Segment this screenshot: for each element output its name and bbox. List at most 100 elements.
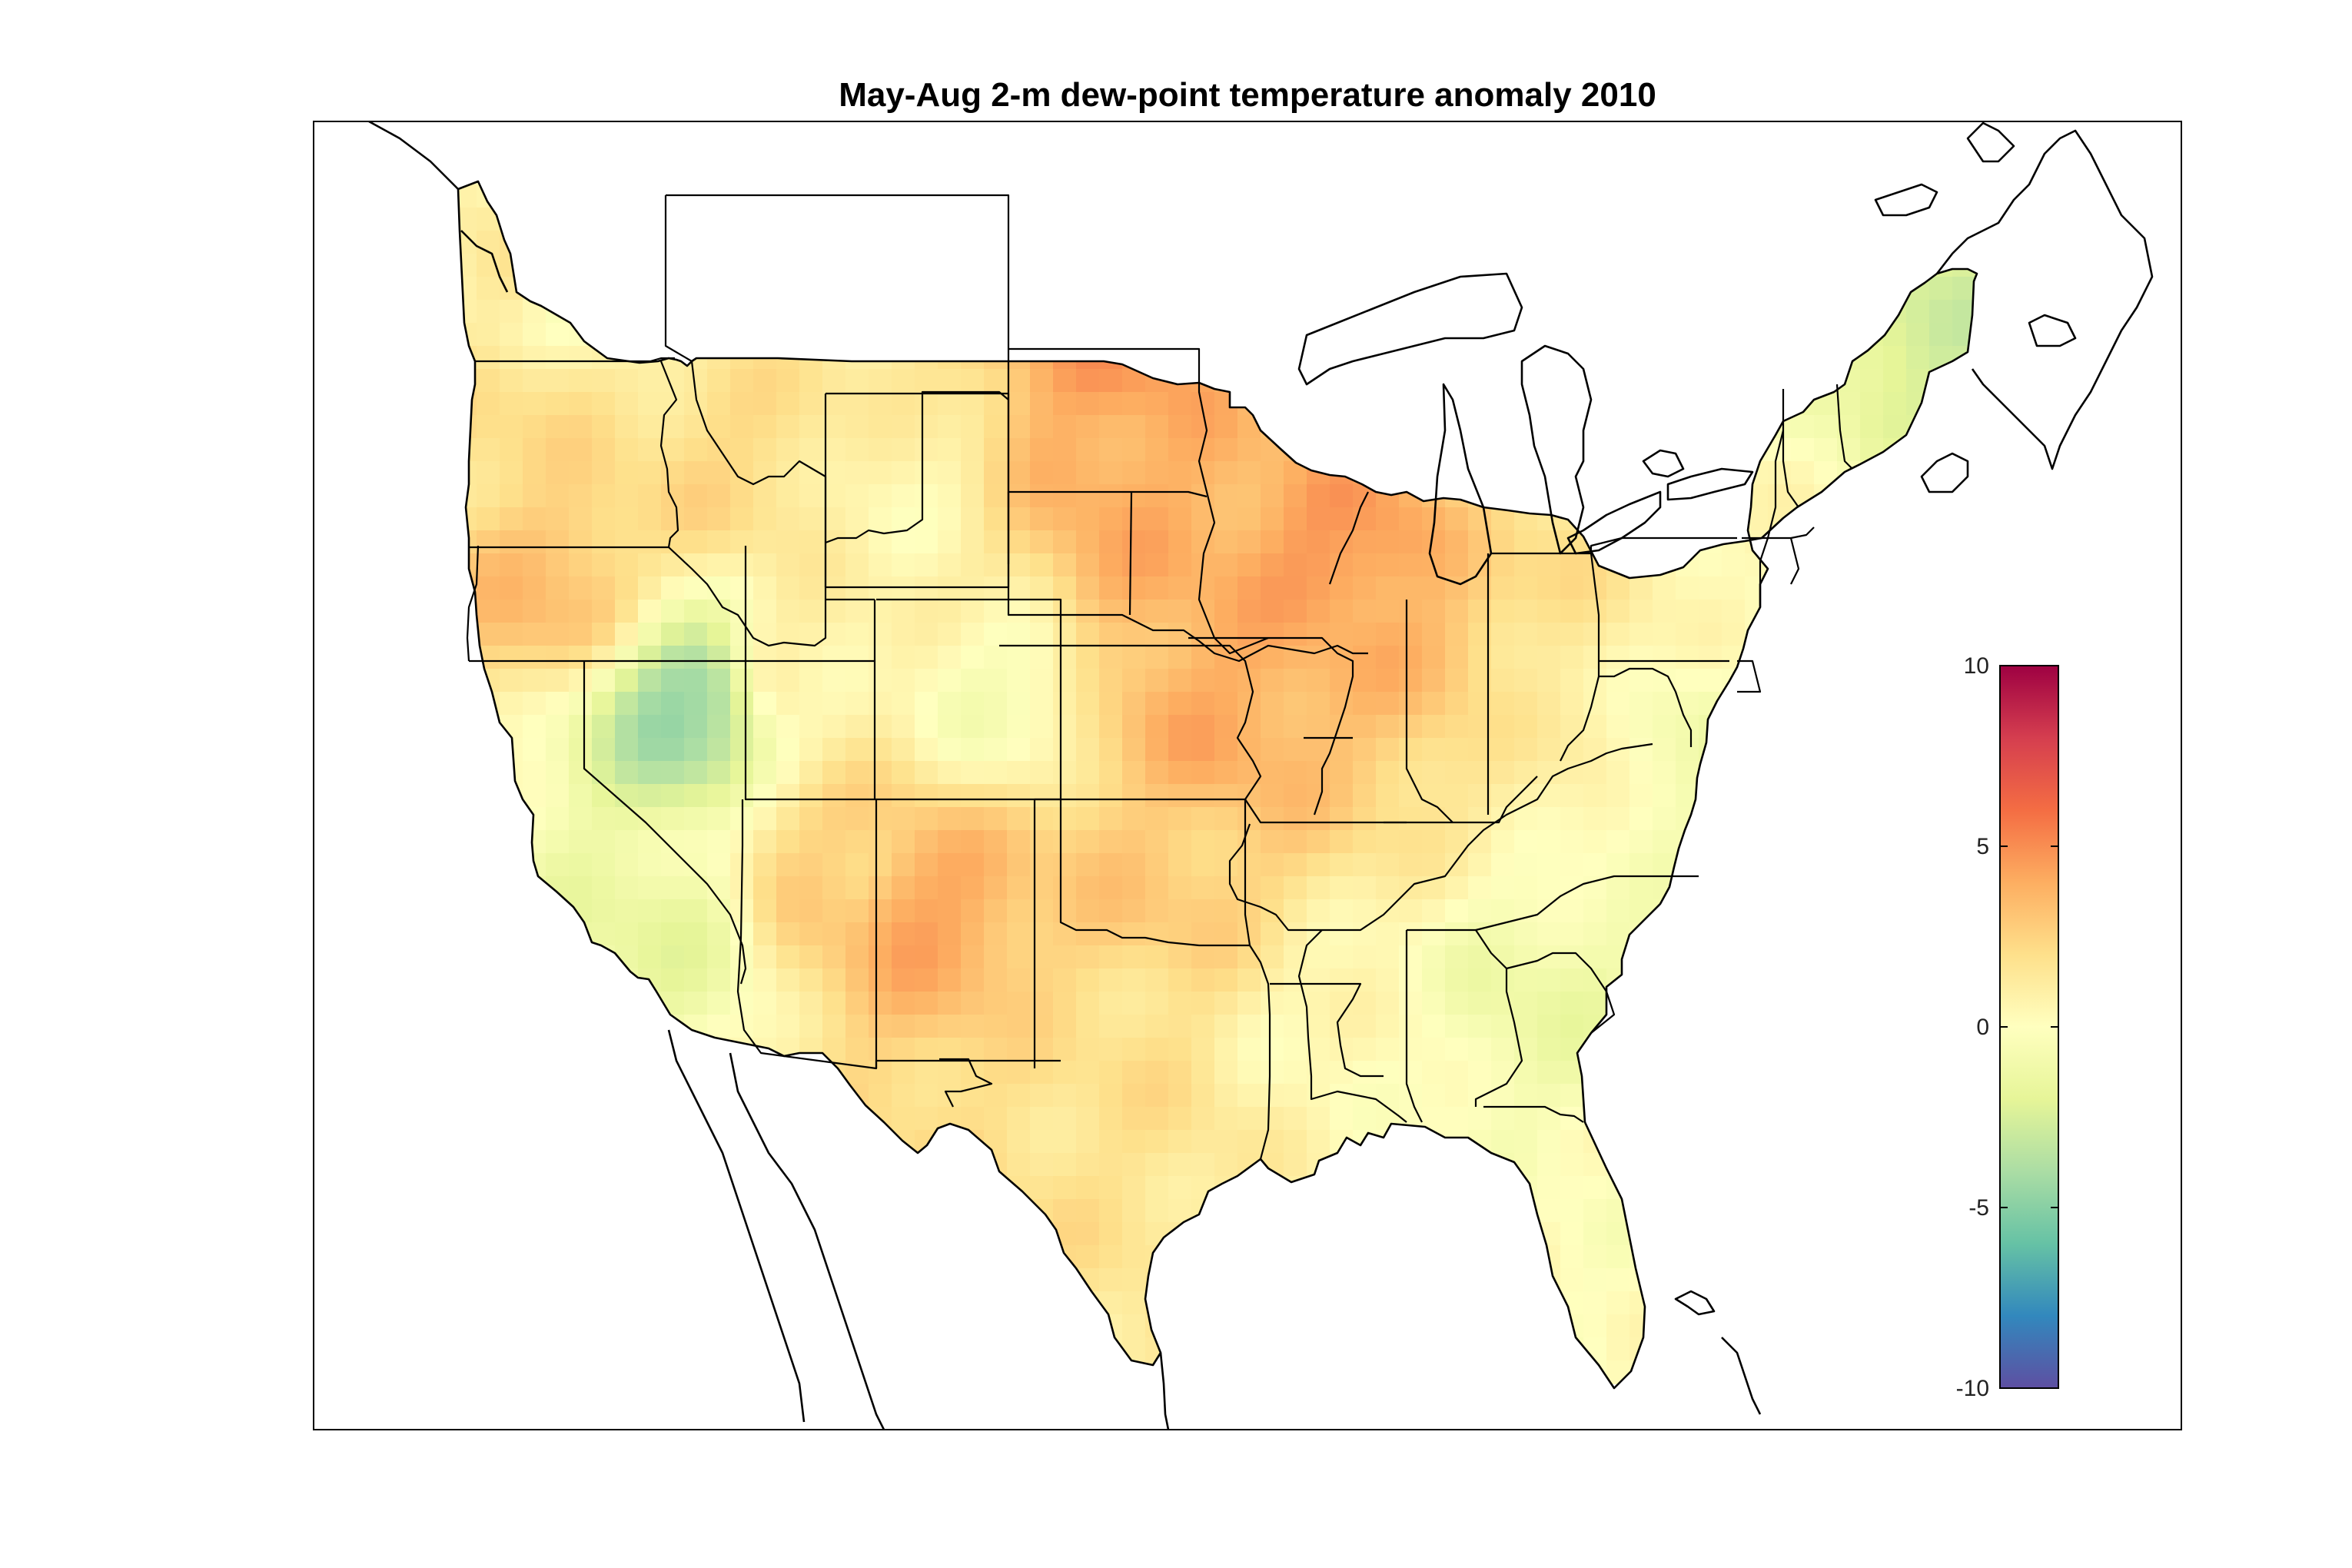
anomaly-cell <box>1099 484 1123 508</box>
anomaly-cell <box>1491 1107 1515 1131</box>
anomaly-cell <box>1261 576 1284 600</box>
anomaly-cell <box>1284 484 1307 508</box>
anomaly-cell <box>1214 830 1238 854</box>
anomaly-cell <box>1168 507 1192 531</box>
anomaly-cell <box>1722 553 1746 577</box>
anomaly-cell <box>730 392 754 416</box>
anomaly-cell <box>1030 507 1054 531</box>
anomaly-cell <box>915 600 938 623</box>
anomaly-cell <box>1676 669 1699 693</box>
anomaly-cell <box>915 438 938 462</box>
anomaly-cell <box>1606 876 1630 900</box>
anomaly-cell <box>845 392 869 416</box>
anomaly-cell <box>961 1084 985 1108</box>
anomaly-cell <box>1445 853 1469 877</box>
anomaly-cell <box>1837 392 1861 416</box>
anomaly-cell <box>1030 876 1054 900</box>
anomaly-cell <box>822 484 846 508</box>
anomaly-cell <box>1468 1061 1492 1085</box>
anomaly-cell <box>753 646 777 669</box>
anomaly-cell <box>546 600 570 623</box>
anomaly-cell <box>1145 876 1169 900</box>
anomaly-cell <box>1214 438 1238 462</box>
anomaly-cell <box>1261 715 1284 739</box>
colorbar-tick-label: -5 <box>1968 1195 1989 1221</box>
anomaly-cell <box>500 346 523 370</box>
anomaly-cell <box>1814 438 1838 462</box>
anomaly-cell <box>1422 1015 1446 1038</box>
anomaly-cell <box>592 692 616 716</box>
anomaly-cell <box>1168 853 1192 877</box>
anomaly-cell <box>1307 530 1330 554</box>
anomaly-cell <box>753 553 777 577</box>
anomaly-cell <box>1376 1061 1400 1085</box>
anomaly-cell <box>707 761 731 785</box>
anomaly-cell <box>1353 807 1377 831</box>
anomaly-cell <box>1491 738 1515 762</box>
anomaly-cell <box>1768 484 1792 508</box>
anomaly-cell <box>845 484 869 508</box>
anomaly-cell <box>592 669 616 693</box>
anomaly-cell <box>753 415 777 439</box>
anomaly-cell <box>1330 876 1354 900</box>
anomaly-cell <box>1168 484 1192 508</box>
anomaly-cell <box>1399 623 1423 646</box>
anomaly-cell <box>615 669 639 693</box>
anomaly-cell <box>938 899 962 923</box>
anomaly-cell <box>1191 1061 1215 1085</box>
anomaly-cell <box>638 830 662 854</box>
anomaly-cell <box>523 761 546 785</box>
anomaly-cell <box>1330 922 1354 946</box>
anomaly-cell <box>477 507 500 531</box>
anomaly-cell <box>938 1038 962 1061</box>
anomaly-cell <box>1007 1084 1031 1108</box>
anomaly-cell <box>822 945 846 969</box>
anomaly-cell <box>1261 507 1284 531</box>
anomaly-cell <box>1284 1107 1307 1131</box>
anomaly-cell <box>707 853 731 877</box>
anomaly-cell <box>984 876 1008 900</box>
anomaly-cell <box>1491 530 1515 554</box>
anomaly-cell <box>1422 853 1446 877</box>
anomaly-cell <box>1514 738 1538 762</box>
anomaly-cell <box>1030 784 1054 808</box>
anomaly-cell <box>1214 1084 1238 1108</box>
anomaly-cell <box>684 415 708 439</box>
anomaly-cell <box>1076 646 1100 669</box>
anomaly-cell <box>1261 945 1284 969</box>
anomaly-cell <box>1261 807 1284 831</box>
anomaly-cell <box>1099 1199 1123 1223</box>
anomaly-cell <box>500 623 523 646</box>
anomaly-cell <box>1261 1038 1284 1061</box>
anomaly-cell <box>569 646 593 669</box>
anomaly-cell <box>615 507 639 531</box>
anomaly-cell <box>1145 646 1169 669</box>
anomaly-cell <box>1537 1084 1561 1108</box>
anomaly-cell <box>845 784 869 808</box>
anomaly-cell <box>1168 1084 1192 1108</box>
anomaly-cell <box>707 968 731 992</box>
anomaly-cell <box>776 576 800 600</box>
anomaly-cell <box>1537 600 1561 623</box>
anomaly-cell <box>1030 807 1054 831</box>
anomaly-cell <box>1491 623 1515 646</box>
anomaly-cell <box>1399 692 1423 716</box>
anomaly-cell <box>892 369 915 393</box>
anomaly-cell <box>1122 576 1146 600</box>
anomaly-cell <box>938 507 962 531</box>
anomaly-cell <box>961 922 985 946</box>
anomaly-cell <box>1629 830 1653 854</box>
anomaly-cell <box>1122 807 1146 831</box>
anomaly-cell <box>753 761 777 785</box>
anomaly-cell <box>1376 738 1400 762</box>
anomaly-cell <box>1653 669 1676 693</box>
anomaly-cell <box>1284 1015 1307 1038</box>
anomaly-cell <box>869 830 892 854</box>
anomaly-cell <box>1076 807 1100 831</box>
anomaly-cell <box>1191 1130 1215 1154</box>
anomaly-cell <box>523 461 546 485</box>
anomaly-cell <box>1445 553 1469 577</box>
anomaly-cell <box>1376 600 1400 623</box>
anomaly-cell <box>1399 992 1423 1015</box>
anomaly-cell <box>592 853 616 877</box>
